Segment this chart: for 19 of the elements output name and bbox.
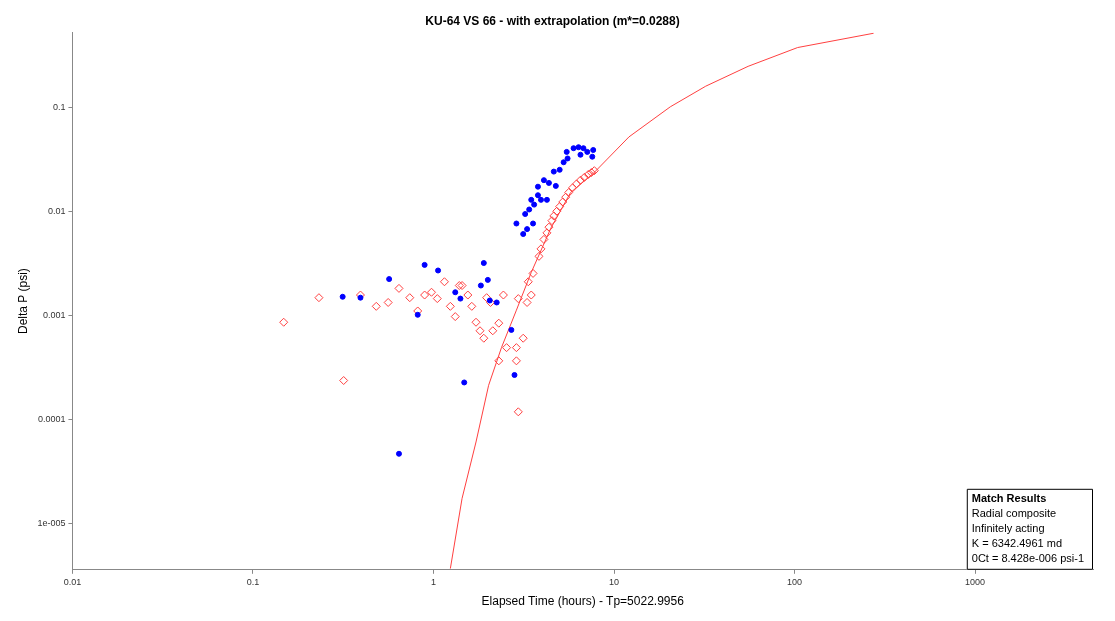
annotation: Radial composite (971, 507, 1057, 520)
x-tick-label: 0.1 (246, 576, 260, 587)
annotation: Match Results (971, 492, 1047, 505)
y-tick-label: 0.0001 (37, 414, 66, 425)
x-tick-label: 1 (430, 576, 436, 587)
y-axis-title: Delta P (psi) (15, 268, 30, 335)
annotation: Infinitely acting (971, 522, 1045, 535)
x-tick-label: 10 (609, 576, 620, 587)
x-tick-label: 100 (787, 576, 803, 587)
y-tick-label: 0.001 (42, 310, 66, 321)
y-tick-label: 1e-005 (37, 518, 66, 529)
y-tick-label: 0.1 (52, 102, 66, 113)
annotation: 0Ct = 8.428e-006 psi-1 (971, 552, 1085, 565)
x-axis-title: Elapsed Time (hours) - Tp=5022.9956 (481, 594, 685, 609)
chart-title: KU-64 VS 66 - with extrapolation (m*=0.0288) (425, 13, 680, 28)
y-tick-label: 0.01 (47, 206, 66, 217)
x-tick-label: 0.01 (63, 576, 82, 587)
x-tick-label: 1000 (965, 576, 986, 587)
annotation: K = 6342.4961 md (971, 537, 1063, 550)
